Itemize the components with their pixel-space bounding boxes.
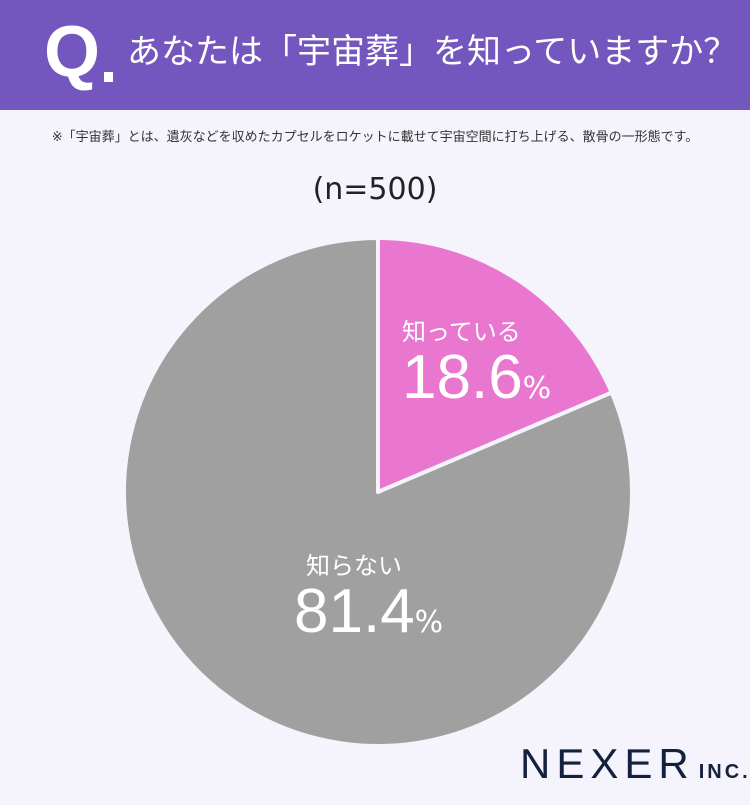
q-mark: Q <box>44 12 101 92</box>
slice-value: 81.4 <box>294 577 415 646</box>
pie-slice-1 <box>122 236 634 748</box>
pie-slice-0 <box>376 236 614 494</box>
logo-main: NEXER <box>520 740 695 787</box>
slice-label-unknown: 知らない 81.4% <box>294 546 444 643</box>
q-dot <box>104 72 113 82</box>
question-title: あなたは「宇宙葬」を知っていますか？ <box>127 32 738 72</box>
slice-unit: % <box>522 371 552 406</box>
slice-label-known: 知っている 18.6% <box>402 312 551 409</box>
sample-size: (n=500) <box>312 172 438 207</box>
question-header: Q あなたは「宇宙葬」を知っていますか？ <box>0 0 750 110</box>
footnote: ※「宇宙葬」とは、遺灰などを収めたカプセルをロケットに載せて宇宙空間に打ち上げる… <box>51 130 699 145</box>
slice-value: 18.6 <box>402 343 523 412</box>
logo-suffix: INC. <box>698 761 750 783</box>
slice-category: 知らない <box>306 552 402 580</box>
slice-unit: % <box>414 605 444 640</box>
slice-category: 知っている <box>402 318 521 346</box>
nexer-logo: NEXER INC. <box>520 740 750 788</box>
